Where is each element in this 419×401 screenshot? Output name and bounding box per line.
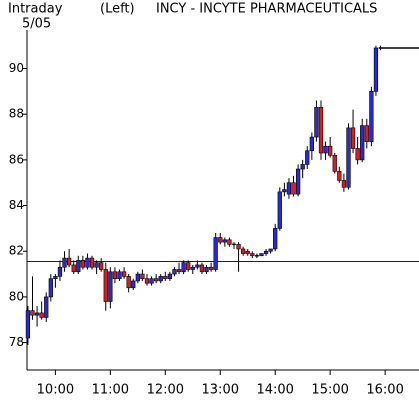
candle-body bbox=[277, 191, 282, 229]
candle-body bbox=[25, 310, 31, 339]
y-tick-label: 88 bbox=[9, 107, 24, 121]
candle-body bbox=[300, 164, 305, 170]
candle-body bbox=[295, 168, 301, 195]
candle-body bbox=[355, 148, 360, 161]
candle-body bbox=[305, 150, 310, 165]
candle-body bbox=[34, 312, 40, 316]
candle-body bbox=[76, 260, 81, 273]
candle-body bbox=[236, 244, 241, 250]
candle-body bbox=[158, 276, 163, 282]
candle-body bbox=[85, 257, 90, 268]
candle-body bbox=[190, 266, 195, 270]
candle-body bbox=[346, 127, 351, 188]
candle-body bbox=[48, 278, 53, 298]
candle-body bbox=[286, 182, 292, 195]
candle-body bbox=[167, 273, 173, 279]
candle-body bbox=[337, 170, 342, 181]
y-tick-label: 78 bbox=[9, 335, 24, 349]
candle-body bbox=[208, 266, 214, 270]
candle-body bbox=[135, 273, 140, 282]
candle-body bbox=[89, 257, 95, 268]
candle-body bbox=[328, 145, 333, 156]
candle-body bbox=[44, 296, 49, 318]
candle-body bbox=[57, 266, 63, 277]
candle-body bbox=[53, 276, 58, 279]
x-tick-label: 11:00 bbox=[92, 383, 129, 398]
candle-body bbox=[369, 91, 374, 142]
candle-body bbox=[323, 145, 328, 154]
period: Intraday bbox=[8, 2, 63, 17]
y-tick-label: 80 bbox=[9, 289, 24, 303]
candle-body bbox=[154, 278, 159, 282]
candle-body bbox=[39, 312, 44, 318]
candle-body bbox=[144, 278, 150, 284]
candle-body bbox=[360, 125, 365, 161]
candle-body bbox=[218, 237, 223, 243]
candle-body bbox=[318, 107, 324, 154]
candle-body bbox=[112, 271, 118, 279]
date: 5/05 bbox=[22, 17, 51, 32]
candle-body bbox=[364, 125, 369, 142]
y-tick-label: 82 bbox=[9, 244, 24, 258]
candle-body bbox=[140, 273, 145, 279]
candle-body bbox=[268, 248, 273, 252]
chart-title: INCY - INCYTE PHARMACEUTICALS bbox=[156, 2, 377, 17]
x-tick-label: 13:00 bbox=[202, 383, 239, 398]
candle-body bbox=[186, 262, 191, 270]
candle-body bbox=[332, 155, 337, 172]
candle-body bbox=[62, 257, 67, 268]
candle-body bbox=[241, 248, 246, 254]
candle-body bbox=[213, 237, 218, 270]
y-tick-label: 84 bbox=[9, 198, 24, 212]
candle-body bbox=[117, 271, 122, 279]
candle-body bbox=[108, 271, 113, 302]
candle-body bbox=[273, 228, 278, 250]
candle-body bbox=[195, 264, 200, 268]
candle-body bbox=[309, 136, 314, 152]
candle-body bbox=[103, 269, 108, 302]
candle-body bbox=[99, 262, 104, 270]
candle-body bbox=[263, 250, 269, 254]
candle-body bbox=[94, 262, 99, 268]
candle-body bbox=[282, 189, 287, 193]
candle-body bbox=[291, 182, 296, 195]
candle-body bbox=[126, 276, 131, 289]
subtitle: (Left) bbox=[100, 2, 135, 17]
candle-body bbox=[66, 257, 72, 266]
candle-body bbox=[176, 269, 182, 273]
candle-body bbox=[172, 269, 177, 275]
candle-body bbox=[373, 47, 379, 92]
candle-body bbox=[250, 253, 255, 257]
candle-body bbox=[245, 250, 250, 254]
candle-body bbox=[227, 239, 232, 245]
candle-body bbox=[121, 271, 127, 277]
candle-body bbox=[199, 264, 205, 273]
x-tick-label: 14:00 bbox=[256, 383, 293, 398]
y-tick-label: 86 bbox=[9, 152, 24, 166]
candle-body bbox=[131, 280, 136, 289]
x-tick-label: 10:00 bbox=[37, 383, 74, 398]
candle-body bbox=[222, 239, 227, 243]
candle-body bbox=[149, 278, 154, 284]
candle-body bbox=[163, 276, 168, 279]
candle-body bbox=[80, 260, 86, 268]
x-tick-label: 15:00 bbox=[311, 383, 348, 398]
candle-body bbox=[30, 310, 35, 316]
x-tick-label: 16:00 bbox=[366, 383, 403, 398]
candle-body bbox=[204, 266, 209, 273]
candle-body bbox=[181, 262, 186, 273]
x-tick-label: 12:00 bbox=[147, 383, 184, 398]
candle-body bbox=[259, 253, 264, 257]
y-tick-label: 90 bbox=[9, 61, 24, 75]
candle-body bbox=[314, 107, 319, 138]
candle-body bbox=[350, 127, 356, 149]
candle-body bbox=[341, 180, 347, 188]
candle-body bbox=[71, 264, 76, 273]
